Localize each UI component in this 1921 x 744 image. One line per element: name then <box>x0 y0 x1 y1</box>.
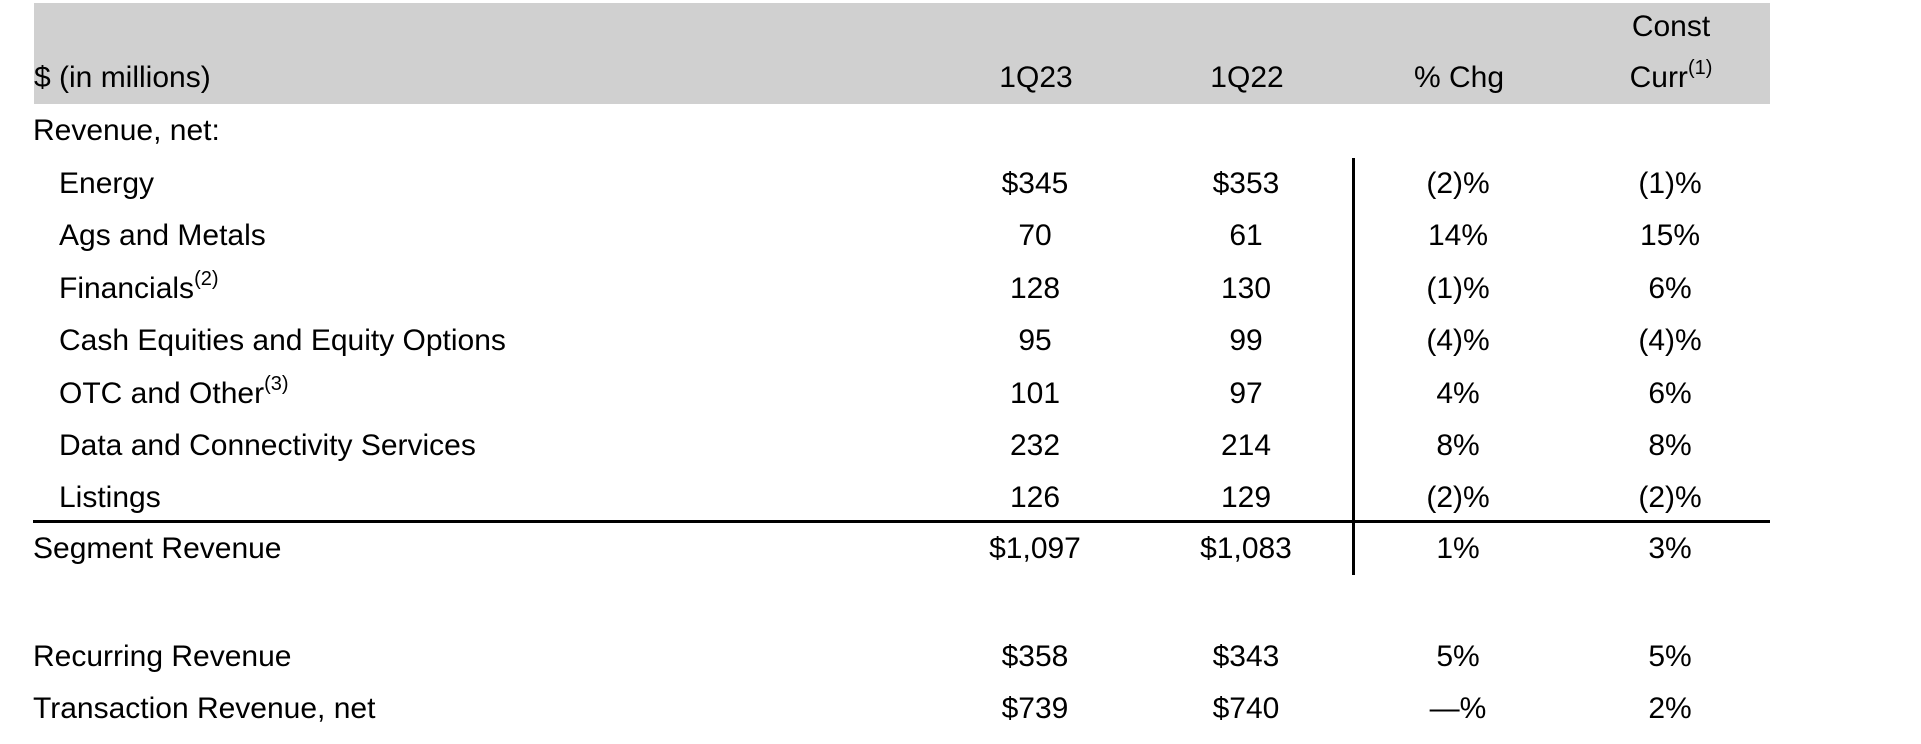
row-ags-and-metals: Ags and Metals 70 61 14% 15% <box>33 210 1770 262</box>
row-label: Energy <box>59 167 155 200</box>
col-header-pct-chg: % Chg <box>1413 60 1505 94</box>
row-label: OTC and Other(3) <box>33 374 950 411</box>
footnote-marker-1: (1) <box>1687 56 1713 79</box>
col-header-curr-text: Curr <box>1629 60 1688 94</box>
row-label: Ags and Metals <box>59 219 266 252</box>
row-listings: Listings 126 129 (2)% (2)% <box>33 472 1770 524</box>
row-label: Data and Connectivity Services <box>59 429 476 462</box>
cell-1q22: $343 <box>1212 640 1280 673</box>
cell-pct-chg: (1)% <box>1426 272 1490 305</box>
unit-label: $ (in millions) <box>34 60 211 94</box>
cell-1q22: 61 <box>1229 219 1263 252</box>
row-data-and-connectivity: Data and Connectivity Services 232 214 8… <box>33 420 1770 472</box>
cell-1q23: 70 <box>1018 219 1052 252</box>
cell-1q23: $358 <box>1001 640 1069 673</box>
cell-const-curr: 6% <box>1648 377 1692 410</box>
cell-1q23: 128 <box>1009 272 1061 305</box>
row-label: Revenue, net: <box>33 114 220 147</box>
col-header-const-line1: Const <box>1631 10 1711 43</box>
row-recurring-revenue: Recurring Revenue $358 $343 5% 5% <box>33 631 1770 683</box>
cell-pct-chg: 4% <box>1436 377 1480 410</box>
row-financials: Financials(2) 128 130 (1)% 6% <box>33 263 1770 315</box>
row-label: Listings <box>59 481 161 514</box>
row-cash-equities: Cash Equities and Equity Options 95 99 (… <box>33 315 1770 367</box>
cell-const-curr: (4)% <box>1638 324 1702 357</box>
cell-1q22: $1,083 <box>1200 532 1292 565</box>
cell-const-curr: (1)% <box>1638 167 1702 200</box>
cell-1q22: 214 <box>1220 429 1272 462</box>
cell-pct-chg: (2)% <box>1426 481 1490 514</box>
cell-1q22: 130 <box>1220 272 1272 305</box>
col-header-const-line2: Curr(1) <box>1586 58 1756 95</box>
cell-pct-chg: 8% <box>1436 429 1480 462</box>
cell-1q22: 97 <box>1229 377 1263 410</box>
cell-pct-chg: 14% <box>1427 219 1489 252</box>
row-segment-revenue: Segment Revenue $1,097 $1,083 1% 3% <box>33 523 1770 575</box>
row-label: Transaction Revenue, net <box>33 692 376 725</box>
cell-pct-chg: 1% <box>1436 532 1480 565</box>
row-label: Recurring Revenue <box>33 640 292 673</box>
cell-pct-chg: (4)% <box>1426 324 1490 357</box>
table-header: $ (in millions) 1Q23 1Q22 % Chg Const Cu… <box>34 3 1770 104</box>
cell-pct-chg: —% <box>1429 692 1487 725</box>
cell-1q23: 126 <box>1009 481 1061 514</box>
cell-1q23: $739 <box>1001 692 1069 725</box>
cell-pct-chg: 5% <box>1436 640 1480 673</box>
cell-const-curr: 15% <box>1639 219 1701 252</box>
row-label-text: OTC and Other <box>59 377 265 410</box>
cell-const-curr: (2)% <box>1638 481 1702 514</box>
cell-1q22: $353 <box>1212 167 1280 200</box>
row-otc-and-other: OTC and Other(3) 101 97 4% 6% <box>33 368 1770 420</box>
cell-1q23: $1,097 <box>989 532 1081 565</box>
cell-const-curr: 6% <box>1648 272 1692 305</box>
footnote-marker-2: (2) <box>194 268 219 290</box>
pct-chg-column-divider <box>1352 158 1355 575</box>
row-label: Segment Revenue <box>33 532 282 565</box>
col-header-1q23: 1Q23 <box>999 60 1073 94</box>
cell-const-curr: 5% <box>1648 640 1692 673</box>
row-energy: Energy $345 $353 (2)% (1)% <box>33 158 1770 210</box>
cell-1q22: $740 <box>1212 692 1280 725</box>
segment-total-divider <box>33 520 1770 523</box>
footnote-marker-3: (3) <box>264 373 289 395</box>
cell-const-curr: 3% <box>1648 532 1692 565</box>
row-transaction-revenue: Transaction Revenue, net $739 $740 —% 2% <box>33 683 1770 735</box>
cell-1q23: 232 <box>1009 429 1061 462</box>
cell-1q23: 101 <box>1009 377 1061 410</box>
cell-1q22: 129 <box>1220 481 1272 514</box>
cell-1q22: 99 <box>1229 324 1263 357</box>
cell-const-curr: 2% <box>1648 692 1692 725</box>
col-header-1q22: 1Q22 <box>1210 60 1284 94</box>
row-label: Financials(2) <box>33 269 950 306</box>
cell-1q23: 95 <box>1018 324 1052 357</box>
row-revenue-net-section: Revenue, net: <box>33 105 1770 157</box>
row-label: Cash Equities and Equity Options <box>59 324 506 357</box>
row-label-text: Financials <box>59 272 195 305</box>
cell-1q23: $345 <box>1001 167 1069 200</box>
cell-const-curr: 8% <box>1648 429 1692 462</box>
cell-pct-chg: (2)% <box>1426 167 1490 200</box>
